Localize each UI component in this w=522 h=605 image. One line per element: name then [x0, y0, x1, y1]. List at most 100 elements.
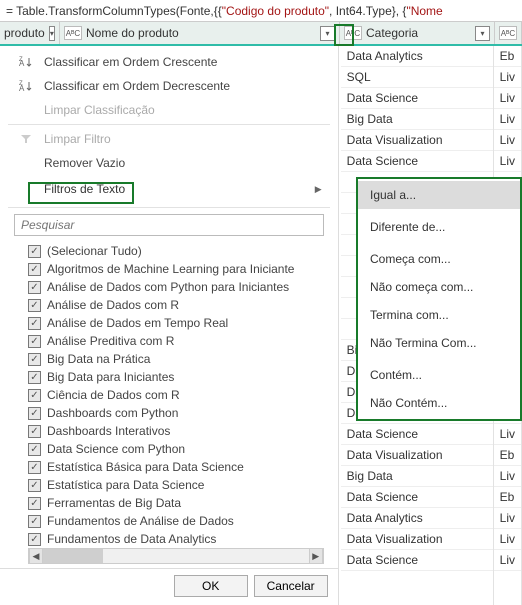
checkbox-item[interactable]: ✓Fundamentos de Análise de Dados [28, 512, 328, 530]
checkbox-item[interactable]: ✓Big Data para Iniciantes [28, 368, 328, 386]
table-cell[interactable]: Data Visualization [341, 529, 493, 550]
table-cell[interactable]: Data Science [341, 88, 493, 109]
formula-text-1: = Table.TransformColumnTypes(Fonte,{{ [6, 4, 222, 18]
checkbox-label: Ciência de Dados com R [47, 388, 180, 402]
checkbox-icon[interactable]: ✓ [28, 461, 41, 474]
sort-asc[interactable]: AZ Classificar em Ordem Crescente [0, 50, 338, 74]
checkbox-icon[interactable]: ✓ [28, 335, 41, 348]
table-cell[interactable]: Eb [494, 487, 521, 508]
checkbox-icon[interactable]: ✓ [28, 389, 41, 402]
table-cell[interactable]: Data Visualization [341, 130, 493, 151]
horizontal-scrollbar[interactable]: ◀ ▶ [28, 548, 324, 564]
table-cell[interactable]: Data Science [341, 424, 493, 445]
checkbox-item[interactable]: ✓Dashboards Interativos [28, 422, 328, 440]
filter-dropdown-icon[interactable]: ▾ [320, 26, 335, 41]
submenu-item[interactable]: Termina com... [358, 301, 520, 329]
checkbox-item[interactable]: ✓Big Data na Prática [28, 350, 328, 368]
submenu-item[interactable]: Diferente de... [358, 213, 520, 241]
checkbox-item[interactable]: ✓Análise de Dados com Python para Inicia… [28, 278, 328, 296]
table-cell[interactable]: Liv [494, 550, 521, 571]
formula-bar[interactable]: = Table.TransformColumnTypes(Fonte,{{ "C… [0, 0, 522, 22]
submenu-item[interactable]: Não Termina Com... [358, 329, 520, 357]
table-cell[interactable]: Liv [494, 130, 521, 151]
submenu-item[interactable]: Igual a... [358, 181, 520, 209]
scroll-right-icon[interactable]: ▶ [309, 549, 323, 563]
table-cell[interactable]: Liv [494, 508, 521, 529]
menu-label: Limpar Filtro [44, 132, 111, 146]
clear-filter: Limpar Filtro [0, 127, 338, 151]
table-cell[interactable]: Data Analytics [341, 46, 493, 67]
checkbox-icon[interactable]: ✓ [28, 353, 41, 366]
submenu-item[interactable]: Não Contém... [358, 389, 520, 417]
checkbox-icon[interactable]: ✓ [28, 317, 41, 330]
table-cell[interactable]: Big Data [341, 109, 493, 130]
table-cell[interactable]: Data Science [341, 151, 493, 172]
checkbox-item[interactable]: ✓Análise de Dados com R [28, 296, 328, 314]
table-cell[interactable]: SQL [341, 67, 493, 88]
menu-label: Classificar em Ordem Crescente [44, 55, 217, 69]
submenu-item[interactable]: Não começa com... [358, 273, 520, 301]
checkbox-icon[interactable]: ✓ [28, 299, 41, 312]
checkbox-item[interactable]: ✓ Análise Preditiva com R [28, 332, 328, 350]
checkbox-icon[interactable]: ✓ [28, 407, 41, 420]
menu-label: Remover Vazio [44, 156, 125, 170]
table-cell[interactable]: Liv [494, 466, 521, 487]
table-cell[interactable]: Liv [494, 67, 521, 88]
scroll-left-icon[interactable]: ◀ [29, 549, 43, 563]
checkbox-item[interactable]: ✓ Ciência de Dados com R [28, 386, 328, 404]
submenu-item[interactable]: Contém... [358, 361, 520, 389]
checkbox-item[interactable]: ✓Algoritmos de Machine Learning para Ini… [28, 260, 328, 278]
checkbox-item[interactable]: ✓Análise de Dados em Tempo Real [28, 314, 328, 332]
checkbox-icon[interactable]: ✓ [28, 263, 41, 276]
table-cell[interactable]: Liv [494, 424, 521, 445]
table-cell[interactable]: Data Science [341, 550, 493, 571]
table-cell[interactable]: Liv [494, 88, 521, 109]
checkbox-list[interactable]: ✓(Selecionar Tudo)✓Algoritmos de Machine… [0, 242, 338, 546]
checkbox-icon[interactable]: ✓ [28, 497, 41, 510]
header-next[interactable]: AᴮC [495, 22, 522, 44]
table-cell[interactable]: Eb [494, 46, 521, 67]
text-filters[interactable]: Filtros de Texto ▶ [0, 177, 338, 201]
table-cell[interactable]: Data Analytics [341, 508, 493, 529]
blank-icon [18, 182, 34, 196]
table-cell[interactable]: Data Visualization [341, 445, 493, 466]
checkbox-item[interactable]: ✓ Dashboards com Python [28, 404, 328, 422]
checkbox-icon[interactable]: ✓ [28, 515, 41, 528]
ok-button[interactable]: OK [174, 575, 248, 597]
filter-dropdown-icon[interactable]: ▾ [475, 26, 490, 41]
checkbox-icon[interactable]: ✓ [28, 533, 41, 546]
checkbox-item[interactable]: ✓Estatística Básica para Data Science [28, 458, 328, 476]
submenu-item[interactable]: Começa com... [358, 245, 520, 273]
checkbox-icon[interactable]: ✓ [28, 425, 41, 438]
checkbox-icon[interactable]: ✓ [28, 371, 41, 384]
search-input[interactable] [14, 214, 324, 236]
scroll-thumb[interactable] [43, 549, 103, 563]
checkbox-label: Dashboards com Python [47, 406, 178, 420]
table-cell[interactable]: Liv [494, 109, 521, 130]
formula-string-2: "Nome [406, 4, 442, 18]
checkbox-item[interactable]: ✓Ferramentas de Big Data [28, 494, 328, 512]
header-produto[interactable]: produto ▾ [0, 22, 60, 44]
table-cell[interactable]: Liv [494, 529, 521, 550]
table-cell[interactable]: Eb [494, 445, 521, 466]
checkbox-item[interactable]: ✓(Selecionar Tudo) [28, 242, 328, 260]
header-nome-produto[interactable]: AᴮC Nome do produto ▾ [60, 22, 340, 44]
header-categoria[interactable]: AᴮC Categoria ▾ [340, 22, 495, 44]
table-cell[interactable]: Big Data [341, 466, 493, 487]
filter-panel: AZ Classificar em Ordem Crescente ZA Cla… [0, 46, 339, 605]
checkbox-icon[interactable]: ✓ [28, 479, 41, 492]
checkbox-item[interactable]: ✓Estatística para Data Science [28, 476, 328, 494]
filter-dropdown-icon[interactable]: ▾ [49, 26, 55, 41]
menu-label: Classificar em Ordem Decrescente [44, 79, 230, 93]
checkbox-icon[interactable]: ✓ [28, 443, 41, 456]
checkbox-icon[interactable]: ✓ [28, 245, 41, 258]
table-cell[interactable]: Data Science [341, 487, 493, 508]
checkbox-item[interactable]: ✓Data Science com Python [28, 440, 328, 458]
cancel-button[interactable]: Cancelar [254, 575, 328, 597]
remove-empty[interactable]: Remover Vazio [0, 151, 338, 175]
sort-desc[interactable]: ZA Classificar em Ordem Decrescente [0, 74, 338, 98]
checkbox-icon[interactable]: ✓ [28, 281, 41, 294]
table-cell[interactable]: Liv [494, 151, 521, 172]
checkbox-item[interactable]: ✓Fundamentos de Data Analytics [28, 530, 328, 546]
checkbox-label: Análise Preditiva com R [47, 334, 174, 348]
